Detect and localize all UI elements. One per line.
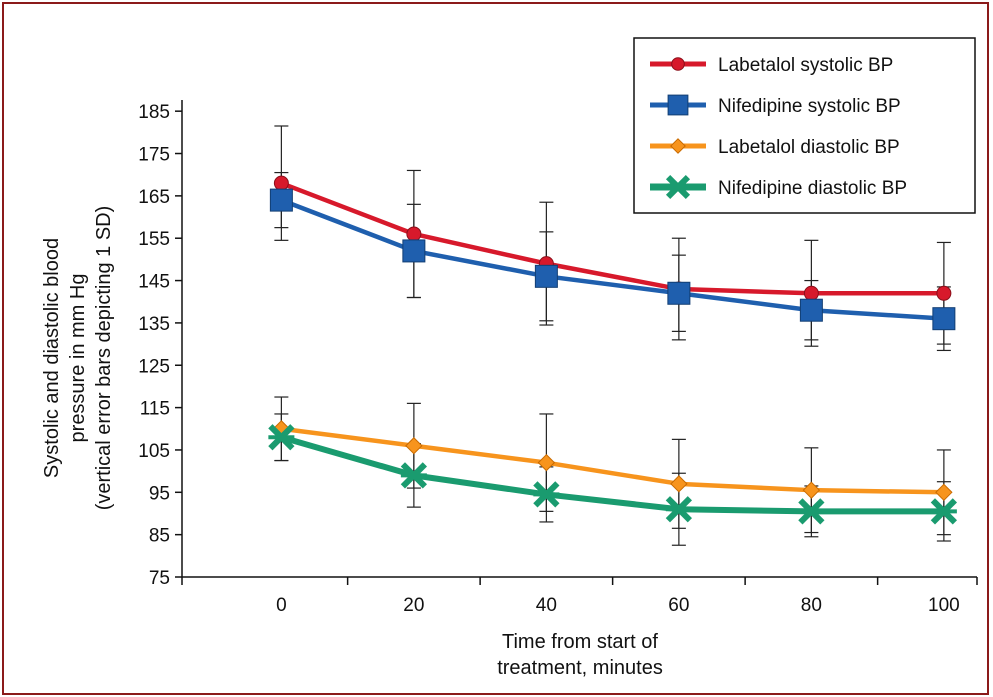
data-point xyxy=(798,498,825,525)
series-line xyxy=(280,434,944,515)
series-labetalol-diastolic-bp xyxy=(272,420,953,502)
data-point xyxy=(670,475,688,493)
data-point xyxy=(402,239,426,263)
error-bars-nifedipine-diastolic-bp xyxy=(274,413,951,546)
data-point xyxy=(932,307,956,331)
data-point xyxy=(406,226,422,242)
y-tick-label: 105 xyxy=(138,441,170,462)
legend-label: Nifedipine diastolic BP xyxy=(718,178,907,199)
y-tick-label: 115 xyxy=(140,399,170,420)
data-point xyxy=(534,264,558,288)
data-point xyxy=(665,174,691,200)
y-tick-label: 155 xyxy=(138,229,170,250)
chart-axes: 75 85 95 105 115 125 135 145 155 165 175 185 0 20 40 60… xyxy=(41,100,978,679)
data-point xyxy=(268,424,295,451)
y-axis-title-line: Systolic and diastolic blood xyxy=(41,238,63,478)
x-tick-label: 20 xyxy=(403,595,424,616)
x-tick-label: 100 xyxy=(928,595,960,616)
y-axis-title-line: (vertical error bars depicting 1 SD) xyxy=(93,206,115,511)
legend-item: Nifedipine systolic BP xyxy=(650,94,901,117)
series-line xyxy=(280,198,945,321)
data-point xyxy=(665,496,692,523)
y-axis-title-line: pressure in mm Hg xyxy=(67,274,89,443)
y-tick-label: 145 xyxy=(138,272,170,293)
data-point xyxy=(799,298,823,322)
legend-label: Nifedipine systolic BP xyxy=(718,96,901,117)
data-point xyxy=(930,498,957,525)
x-tick-label: 80 xyxy=(801,595,822,616)
series-nifedipine-systolic-bp xyxy=(269,188,956,331)
legend-item: Labetalol systolic BP xyxy=(650,55,893,76)
chart-legend: Labetalol systolic BP Nifedipine systolic… xyxy=(633,37,976,214)
data-point xyxy=(803,285,819,301)
y-tick-label: 175 xyxy=(138,145,170,166)
y-axis-title: Systolic and diastolic blood pressure in … xyxy=(41,206,115,511)
y-tick-label: 135 xyxy=(138,314,170,335)
y-tick-label: 95 xyxy=(149,483,170,504)
data-point xyxy=(671,57,685,71)
data-point xyxy=(667,94,689,116)
y-tick-label: 85 xyxy=(149,526,170,547)
x-tick-label: 0 xyxy=(276,595,287,616)
x-axis-title: Time from start of xyxy=(502,631,658,653)
data-point xyxy=(269,188,293,212)
data-point xyxy=(533,481,560,508)
data-point xyxy=(537,453,556,472)
y-tick-label: 165 xyxy=(138,187,170,208)
x-tick-label: 60 xyxy=(668,595,689,616)
data-point xyxy=(405,437,423,455)
data-point xyxy=(273,175,289,191)
data-point xyxy=(670,138,686,154)
data-point xyxy=(667,281,691,305)
legend-label: Labetalol diastolic BP xyxy=(718,137,900,158)
x-axis-title: treatment, minutes xyxy=(497,657,663,679)
legend-item: Labetalol diastolic BP xyxy=(650,137,900,158)
chart-series xyxy=(268,125,957,546)
data-point xyxy=(936,285,952,301)
x-tick-label: 40 xyxy=(536,595,557,616)
series-nifedipine-diastolic-bp xyxy=(268,424,957,525)
data-point xyxy=(802,481,821,499)
y-tick-label: 125 xyxy=(138,356,170,377)
series-line xyxy=(280,181,944,296)
y-tick-label: 75 xyxy=(149,568,170,589)
legend-label: Labetalol systolic BP xyxy=(718,55,893,76)
data-point xyxy=(400,462,427,489)
y-tick-label: 185 xyxy=(138,102,170,123)
series-line xyxy=(281,426,944,495)
legend-item: Nifedipine diastolic BP xyxy=(650,174,907,200)
data-point xyxy=(935,483,953,502)
